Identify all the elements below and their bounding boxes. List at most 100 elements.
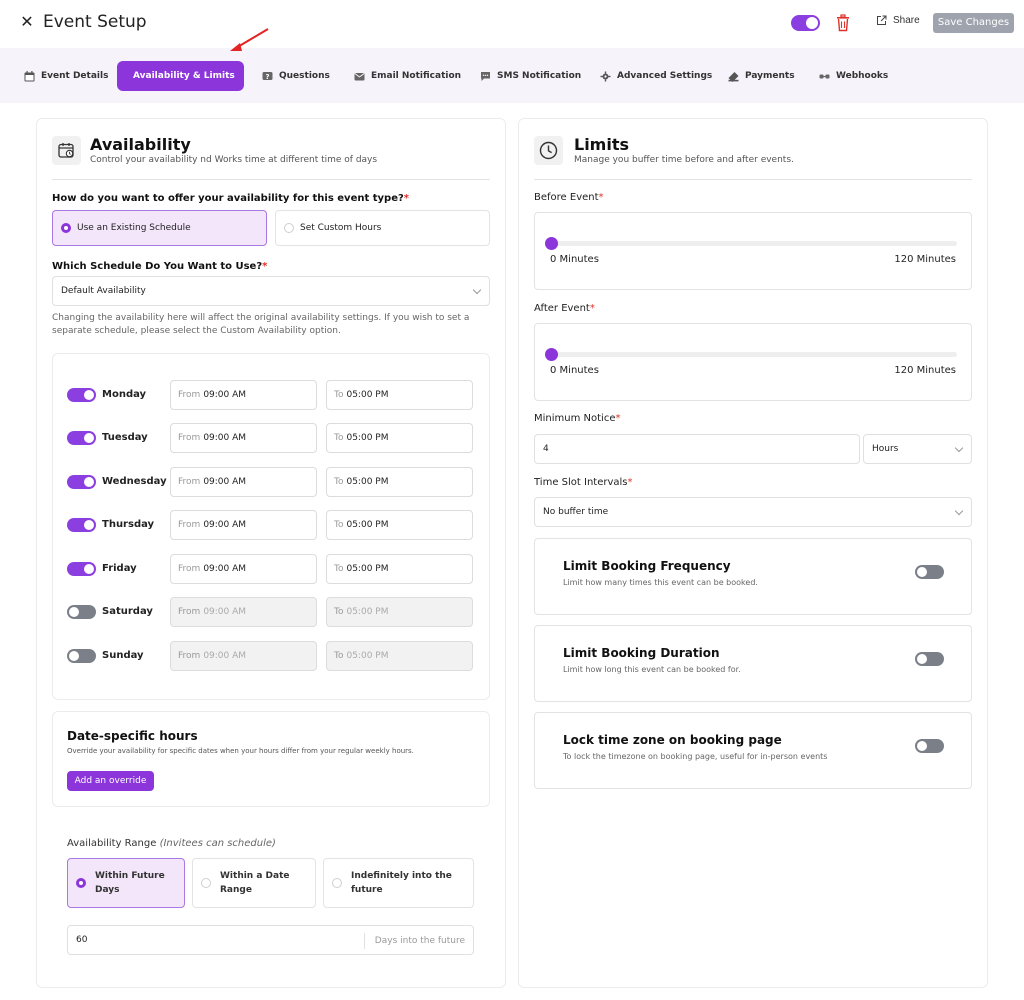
tab-availability-limits[interactable]: Availability & Limits xyxy=(117,61,244,91)
from-value: 09:00 AM xyxy=(203,520,247,530)
day-toggle[interactable] xyxy=(67,562,96,576)
future-days-input[interactable]: 60 Days into the future xyxy=(67,925,474,955)
from-prefix: From xyxy=(178,607,201,617)
to-prefix: To xyxy=(334,433,344,443)
slider-track[interactable] xyxy=(550,241,957,246)
option-existing-schedule[interactable]: Use an Existing Schedule xyxy=(52,210,267,246)
limit-booking-duration-card: Limit Booking Duration Limit how long th… xyxy=(534,625,972,702)
tab-sms-notification[interactable]: SMS Notification xyxy=(480,61,581,91)
slider-handle[interactable] xyxy=(545,348,558,361)
from-prefix: From xyxy=(178,520,201,530)
to-value: 05:00 PM xyxy=(346,433,389,443)
to-time-input[interactable]: To 05:00 PM xyxy=(326,510,473,540)
from-value: 09:00 AM xyxy=(203,651,247,661)
limits-subtitle: Manage you buffer time before and after … xyxy=(574,155,794,165)
to-time-input[interactable]: To 05:00 PM xyxy=(326,554,473,584)
from-time-input[interactable]: From 09:00 AM xyxy=(170,510,317,540)
from-prefix: From xyxy=(178,564,201,574)
before-event-label: Before Event* xyxy=(534,192,604,203)
tab-strip: Event Details Availability & Limits ? Qu… xyxy=(0,48,1024,103)
annotation-arrow xyxy=(230,28,269,51)
trash-icon[interactable] xyxy=(836,14,850,32)
feature-subtitle: To lock the timezone on booking page, us… xyxy=(563,752,828,761)
schedule-select[interactable]: Default Availability xyxy=(52,276,490,306)
feature-title: Limit Booking Frequency xyxy=(563,559,731,573)
limit-booking-frequency-card: Limit Booking Frequency Limit how many t… xyxy=(534,538,972,615)
range-option-future-days[interactable]: Within Future Days xyxy=(67,858,185,908)
date-specific-box xyxy=(52,711,490,807)
day-row-wednesday: Wednesday From 09:00 AM To 05:00 PM xyxy=(67,467,477,497)
tab-email-notification[interactable]: Email Notification xyxy=(354,61,461,91)
day-toggle[interactable] xyxy=(67,518,96,532)
chevron-down-icon xyxy=(954,443,964,453)
save-changes-button[interactable]: Save Changes xyxy=(933,13,1014,33)
tab-questions[interactable]: ? Questions xyxy=(262,61,330,91)
svg-text:?: ? xyxy=(265,73,269,81)
slider-track[interactable] xyxy=(550,352,957,357)
offer-question: How do you want to offer your availabili… xyxy=(52,193,410,204)
from-time-input[interactable]: From 09:00 AM xyxy=(170,423,317,453)
schedule-question: Which Schedule Do You Want to Use?* xyxy=(52,261,268,272)
minimum-notice-label: Minimum Notice* xyxy=(534,413,621,424)
availability-title: Availability xyxy=(90,135,191,154)
to-time-input: To 05:00 PM xyxy=(326,597,473,627)
slider-handle[interactable] xyxy=(545,237,558,250)
to-time-input[interactable]: To 05:00 PM xyxy=(326,380,473,410)
slider-max-label: 120 Minutes xyxy=(894,365,956,376)
event-enabled-toggle[interactable] xyxy=(791,15,820,31)
option-custom-hours[interactable]: Set Custom Hours xyxy=(275,210,490,246)
divider xyxy=(534,179,972,180)
day-toggle[interactable] xyxy=(67,431,96,445)
from-time-input[interactable]: From 09:00 AM xyxy=(170,554,317,584)
day-name: Tuesday xyxy=(102,432,148,443)
minimum-notice-input[interactable]: 4 xyxy=(534,434,860,464)
slider-max-label: 120 Minutes xyxy=(894,254,956,265)
to-prefix: To xyxy=(334,564,344,574)
to-value: 05:00 PM xyxy=(346,564,389,574)
future-days-value: 60 xyxy=(76,935,88,945)
day-toggle[interactable] xyxy=(67,649,96,663)
day-toggle[interactable] xyxy=(67,388,96,402)
range-option-indefinitely[interactable]: Indefinitely into the future xyxy=(323,858,474,908)
day-toggle[interactable] xyxy=(67,605,96,619)
tab-event-details[interactable]: Event Details xyxy=(24,61,108,91)
share-button[interactable]: Share xyxy=(876,15,920,26)
add-override-button[interactable]: Add an override xyxy=(67,771,154,791)
time-slot-interval-select[interactable]: No buffer time xyxy=(534,497,972,527)
divider xyxy=(52,179,490,180)
radio-unselected xyxy=(201,878,211,888)
feature-toggle[interactable] xyxy=(915,739,944,753)
before-event-slider-card: 0 Minutes 120 Minutes xyxy=(534,212,972,290)
from-value: 09:00 AM xyxy=(203,477,247,487)
tab-label: Payments xyxy=(745,71,795,81)
day-toggle[interactable] xyxy=(67,475,96,489)
radio-unselected xyxy=(332,878,342,888)
tab-webhooks[interactable]: Webhooks xyxy=(819,61,888,91)
time-slot-interval-label: Time Slot Intervals* xyxy=(534,477,633,488)
day-row-saturday: Saturday From 09:00 AM To 05:00 PM xyxy=(67,597,477,627)
tab-advanced-settings[interactable]: Advanced Settings xyxy=(600,61,712,91)
tab-label: Questions xyxy=(279,71,330,81)
unit-value: Hours xyxy=(872,444,899,454)
minimum-notice-unit-select[interactable]: Hours xyxy=(863,434,972,464)
email-icon xyxy=(354,72,365,80)
to-time-input[interactable]: To 05:00 PM xyxy=(326,423,473,453)
chevron-down-icon xyxy=(954,506,964,516)
tab-payments[interactable]: Payments xyxy=(728,61,795,91)
range-option-date-range[interactable]: Within a Date Range xyxy=(192,858,316,908)
to-prefix: To xyxy=(334,477,344,487)
to-value: 05:00 PM xyxy=(346,477,389,487)
close-icon[interactable]: ✕ xyxy=(20,14,34,31)
from-value: 09:00 AM xyxy=(203,607,247,617)
to-value: 05:00 PM xyxy=(346,651,389,661)
feature-toggle[interactable] xyxy=(915,652,944,666)
future-days-suffix: Days into the future xyxy=(363,933,473,949)
to-time-input[interactable]: To 05:00 PM xyxy=(326,467,473,497)
feature-toggle[interactable] xyxy=(915,565,944,579)
limits-title: Limits xyxy=(574,135,630,154)
day-name: Sunday xyxy=(102,650,144,661)
from-time-input[interactable]: From 09:00 AM xyxy=(170,467,317,497)
day-name: Monday xyxy=(102,389,147,400)
from-time-input[interactable]: From 09:00 AM xyxy=(170,380,317,410)
option-label: Set Custom Hours xyxy=(300,223,382,233)
